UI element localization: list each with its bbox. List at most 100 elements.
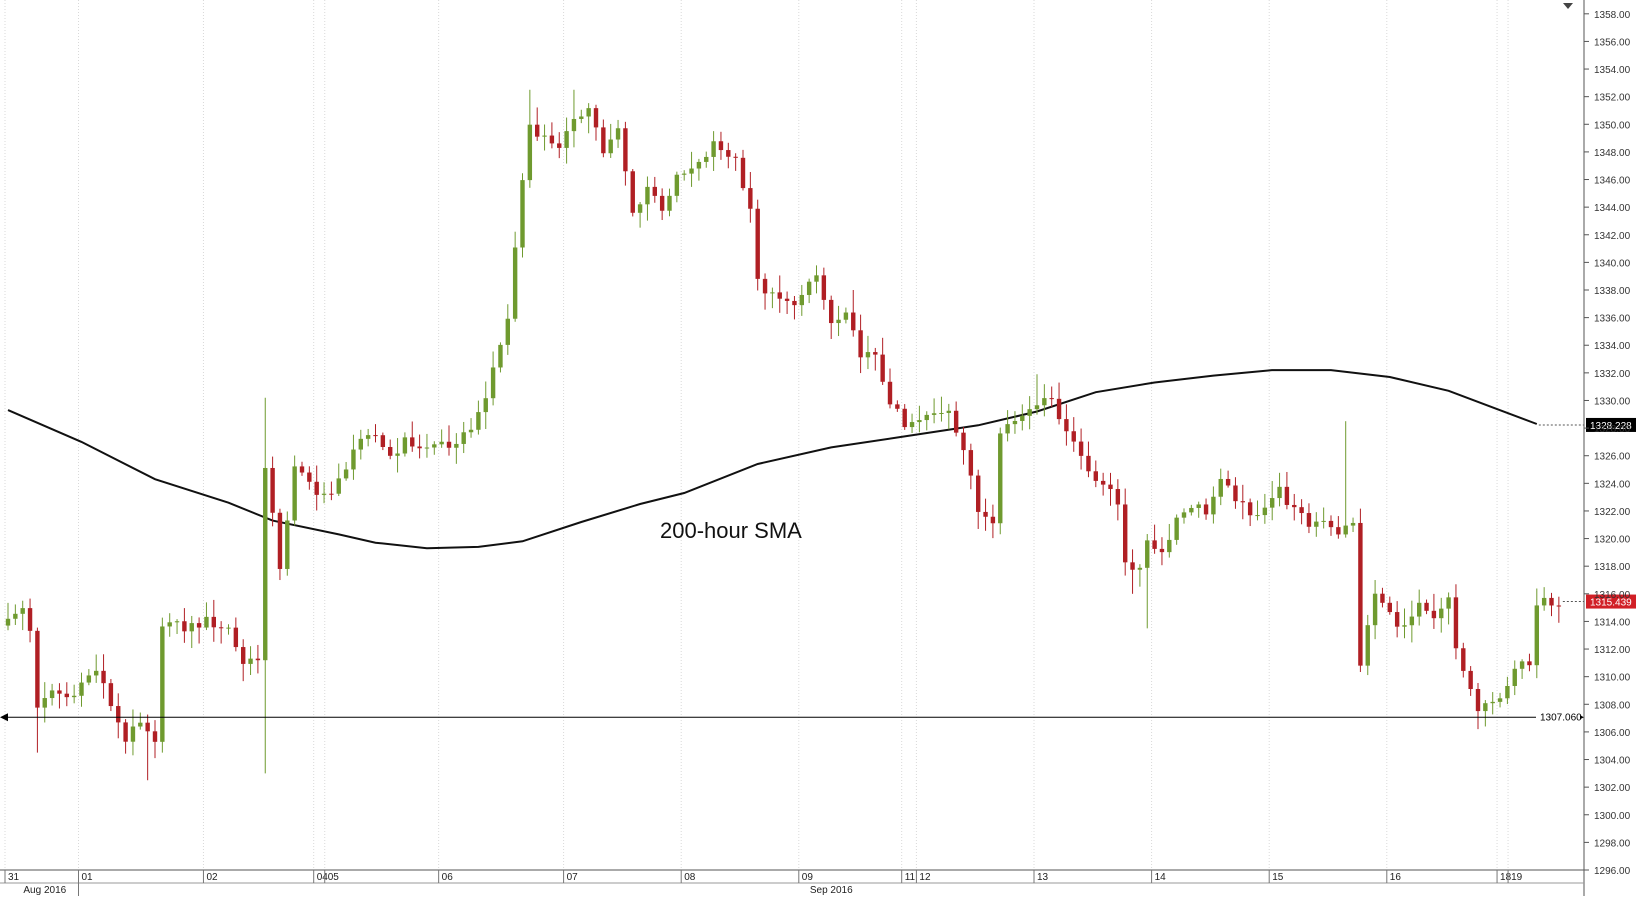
candle-body	[79, 682, 84, 696]
candle-body	[1336, 527, 1341, 535]
candle-up	[682, 170, 687, 181]
candle-body	[1056, 398, 1062, 420]
candle-down	[1292, 493, 1297, 521]
candle-body	[94, 670, 99, 676]
candle-body	[123, 722, 128, 742]
candle-up	[1314, 512, 1319, 537]
candle-body	[1027, 409, 1032, 416]
candle-down	[35, 627, 40, 753]
candle-down	[1064, 404, 1069, 446]
candle-body	[998, 433, 1003, 524]
candle-body	[586, 108, 591, 117]
price-tick-label: 1320.00	[1594, 535, 1631, 546]
candle-body	[1512, 668, 1517, 686]
candle-body	[42, 698, 47, 708]
candle-down	[388, 439, 393, 460]
price-tick-label: 1334.00	[1594, 341, 1631, 352]
candle-body	[557, 143, 562, 148]
day-label: 01	[82, 872, 94, 883]
candle-body	[358, 438, 363, 450]
candle-down	[299, 461, 305, 476]
candle-down	[145, 714, 150, 781]
candle-up	[498, 342, 503, 373]
month-label: Sep 2016	[810, 885, 853, 896]
candle-body	[1174, 517, 1179, 540]
candle-body	[5, 618, 11, 626]
candle-body	[1247, 502, 1253, 516]
time-axis: 31 01 02 04 05 06 07 08 09 11 12 13 14 15 16 18 19 Aug 20…	[0, 869, 1584, 896]
candle-body	[961, 432, 966, 451]
candle-body	[1299, 507, 1304, 514]
candle-body	[806, 281, 812, 295]
candle-up	[321, 482, 327, 504]
candle-up	[1372, 580, 1378, 640]
candle-body	[86, 675, 92, 683]
candle-up	[226, 624, 231, 635]
candle-body	[1453, 597, 1459, 649]
price-tick-label: 1330.00	[1594, 396, 1631, 407]
candle-down	[1387, 596, 1392, 615]
candle-down	[1056, 382, 1062, 425]
month-label: Aug 2016	[23, 885, 66, 896]
price-tick-label: 1332.00	[1594, 369, 1631, 380]
candle-up	[571, 89, 577, 148]
candle-down	[1247, 498, 1253, 527]
candle-body	[704, 156, 709, 162]
candle-down	[593, 104, 599, 141]
candle-body	[659, 195, 665, 211]
candle-down	[1071, 417, 1076, 452]
candle-body	[130, 726, 136, 742]
candle-down	[851, 290, 856, 337]
candle-body	[388, 447, 393, 456]
candle-down	[968, 443, 974, 490]
candle-down	[549, 122, 555, 149]
candle-body	[1556, 605, 1562, 607]
candle-body	[1358, 522, 1363, 666]
price-tick-label: 1326.00	[1594, 452, 1631, 463]
price-tick-label: 1300.00	[1594, 811, 1631, 822]
candle-body	[512, 247, 518, 319]
day-label: 07	[567, 872, 579, 883]
candle-down	[630, 169, 635, 217]
candle-down	[1225, 470, 1231, 488]
candle-body	[851, 312, 856, 331]
candle-up	[615, 119, 621, 148]
candle-body	[748, 188, 753, 209]
candle-down	[373, 424, 378, 443]
candle-body	[410, 437, 415, 447]
candle-up	[1042, 384, 1047, 417]
candle-body	[608, 139, 613, 154]
candle-body	[468, 429, 474, 433]
candle-body	[446, 441, 452, 448]
candle-down	[1152, 524, 1157, 554]
candle-body	[1394, 612, 1400, 627]
candle-up	[1145, 534, 1150, 629]
candle-down	[1299, 499, 1304, 525]
candle-up	[770, 287, 775, 309]
sma-last-label-bg	[1586, 417, 1636, 432]
candle-body	[1225, 478, 1231, 486]
day-label: 06	[442, 872, 454, 883]
candle-down	[1461, 642, 1466, 678]
day-label: 11	[905, 872, 916, 883]
day-label: 19	[1511, 872, 1523, 883]
candle-body	[762, 278, 768, 294]
candle-up	[432, 441, 437, 455]
candle-down	[873, 347, 878, 371]
candle-body	[1034, 405, 1040, 410]
price-tick-label: 1350.00	[1594, 120, 1631, 131]
candle-up	[696, 158, 702, 181]
candle-body	[490, 367, 496, 399]
candle-down	[1093, 460, 1098, 488]
candle-up	[292, 455, 297, 526]
candle-up	[1497, 692, 1503, 708]
candle-body	[336, 478, 341, 494]
day-label: 09	[802, 872, 814, 883]
candle-down	[755, 199, 760, 291]
candle-body	[1505, 685, 1510, 699]
candle-down	[27, 598, 33, 643]
candle-body	[527, 124, 533, 181]
candle-body	[968, 450, 974, 476]
candle-body	[696, 161, 702, 169]
candle-body	[777, 292, 782, 299]
